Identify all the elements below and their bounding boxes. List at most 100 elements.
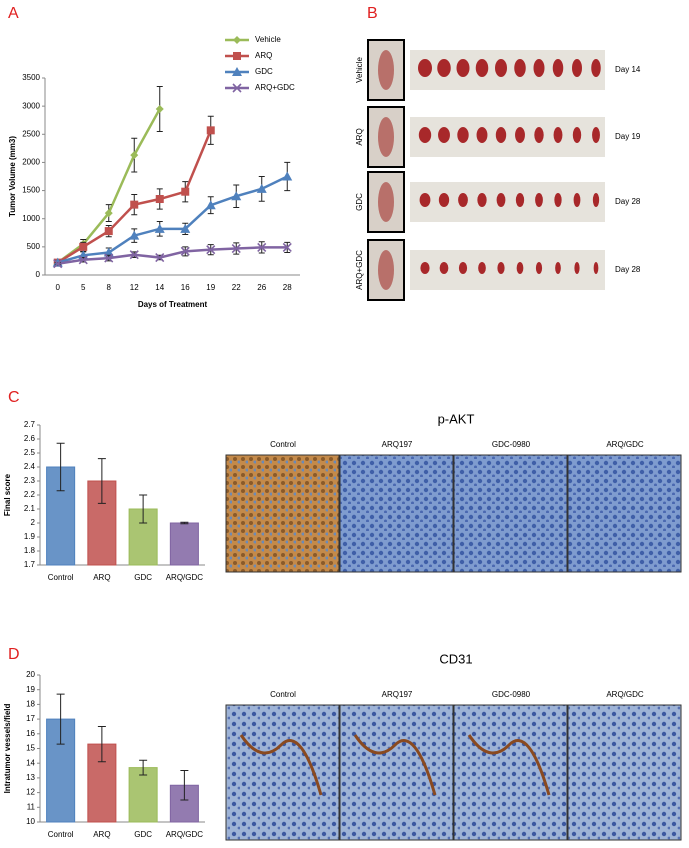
y-axis-title: Intratumor vessels/field bbox=[3, 703, 12, 793]
tumor bbox=[593, 262, 599, 274]
panel-title: p-AKT bbox=[438, 411, 475, 426]
marker bbox=[53, 259, 63, 269]
y-tick-label: 20 bbox=[26, 670, 35, 679]
image-label: GDC-0980 bbox=[492, 690, 531, 699]
x-tick-label: 0 bbox=[56, 283, 61, 292]
tumor bbox=[592, 193, 600, 207]
marker bbox=[104, 227, 113, 236]
y-tick-label: 2.5 bbox=[24, 448, 36, 457]
marker bbox=[181, 187, 190, 196]
y-tick-label: 2.4 bbox=[24, 462, 36, 471]
marker bbox=[232, 83, 242, 93]
legend-label: GDC bbox=[255, 67, 273, 76]
vessel bbox=[239, 734, 323, 796]
tumor bbox=[497, 262, 505, 274]
marker bbox=[257, 242, 267, 252]
y-tick-label: 2 bbox=[31, 518, 36, 527]
error-bar bbox=[97, 458, 106, 504]
marker bbox=[231, 243, 241, 254]
tumor bbox=[458, 262, 468, 274]
y-tick-label: 2.7 bbox=[24, 420, 36, 429]
x-tick-label: 19 bbox=[206, 283, 215, 292]
y-tick-label: 16 bbox=[26, 729, 35, 738]
tumor bbox=[439, 262, 449, 274]
tumor bbox=[437, 59, 451, 77]
ihc-image bbox=[225, 454, 340, 573]
x-tick-label: GDC bbox=[134, 573, 152, 582]
tumor bbox=[477, 193, 487, 207]
marker bbox=[130, 151, 139, 160]
y-tick-label: 18 bbox=[26, 700, 35, 709]
legend-label: ARQ+GDC bbox=[255, 83, 295, 92]
marker bbox=[104, 209, 113, 218]
tumor bbox=[496, 193, 506, 207]
bar bbox=[169, 522, 199, 566]
ihc-image bbox=[225, 704, 340, 841]
tumor bbox=[552, 59, 564, 77]
x-tick-label: 16 bbox=[181, 283, 190, 292]
marker bbox=[206, 245, 216, 255]
y-tick-label: 2.1 bbox=[24, 504, 36, 513]
tumor bbox=[475, 59, 489, 77]
tumor bbox=[515, 193, 525, 207]
marker bbox=[180, 223, 191, 233]
row-label: ARQ+GDC bbox=[355, 250, 364, 290]
panel-label: A bbox=[8, 5, 19, 22]
tumor bbox=[555, 262, 561, 274]
tumor bbox=[553, 127, 563, 143]
panel-label: C bbox=[8, 389, 20, 406]
y-tick-label: 12 bbox=[26, 788, 35, 797]
tumor bbox=[573, 193, 581, 207]
tumor bbox=[495, 59, 507, 77]
panel-label: B bbox=[367, 5, 378, 22]
x-tick-label: Control bbox=[48, 573, 74, 582]
y-tick-label: 1.7 bbox=[24, 560, 36, 569]
marker bbox=[180, 246, 190, 256]
tumor bbox=[456, 59, 470, 77]
marker bbox=[155, 104, 164, 113]
marker bbox=[155, 252, 165, 263]
y-tick-label: 500 bbox=[27, 242, 41, 251]
y-tick-label: 11 bbox=[27, 802, 36, 811]
tumor bbox=[572, 127, 582, 143]
tumor bbox=[514, 59, 526, 77]
panel-title: CD31 bbox=[439, 651, 472, 666]
tumor bbox=[495, 127, 507, 143]
marker bbox=[282, 171, 293, 181]
tumor bbox=[535, 262, 543, 274]
tumor bbox=[535, 193, 543, 207]
x-tick-label: GDC bbox=[134, 830, 152, 839]
bar bbox=[128, 767, 158, 823]
image-label: ARQ197 bbox=[382, 440, 413, 449]
x-tick-label: 14 bbox=[155, 283, 164, 292]
y-tick-label: 17 bbox=[26, 714, 35, 723]
y-axis-title: Final score bbox=[3, 473, 12, 516]
tumor bbox=[478, 262, 486, 274]
y-tick-label: 1.9 bbox=[24, 532, 36, 541]
row-label: GDC bbox=[355, 193, 364, 211]
tumor bbox=[515, 127, 525, 143]
y-tick-label: 15 bbox=[26, 744, 35, 753]
day-label: Day 14 bbox=[615, 65, 641, 74]
ihc-image bbox=[567, 454, 682, 573]
series-line bbox=[57, 246, 288, 265]
y-tick-label: 2.2 bbox=[24, 490, 36, 499]
marker bbox=[205, 200, 216, 210]
marker bbox=[282, 242, 292, 252]
tumor bbox=[418, 59, 432, 77]
marker bbox=[155, 195, 164, 204]
marker bbox=[104, 253, 114, 263]
ihc-image bbox=[339, 454, 454, 573]
marker bbox=[103, 247, 114, 257]
x-tick-label: 12 bbox=[130, 283, 139, 292]
marker bbox=[129, 230, 140, 240]
marker bbox=[233, 36, 241, 44]
tumor bbox=[438, 193, 450, 207]
marker bbox=[129, 250, 139, 260]
y-tick-label: 1.8 bbox=[24, 546, 36, 555]
tumor bbox=[458, 193, 468, 207]
tumor bbox=[457, 127, 469, 143]
marker bbox=[256, 183, 267, 193]
marker bbox=[233, 52, 241, 60]
